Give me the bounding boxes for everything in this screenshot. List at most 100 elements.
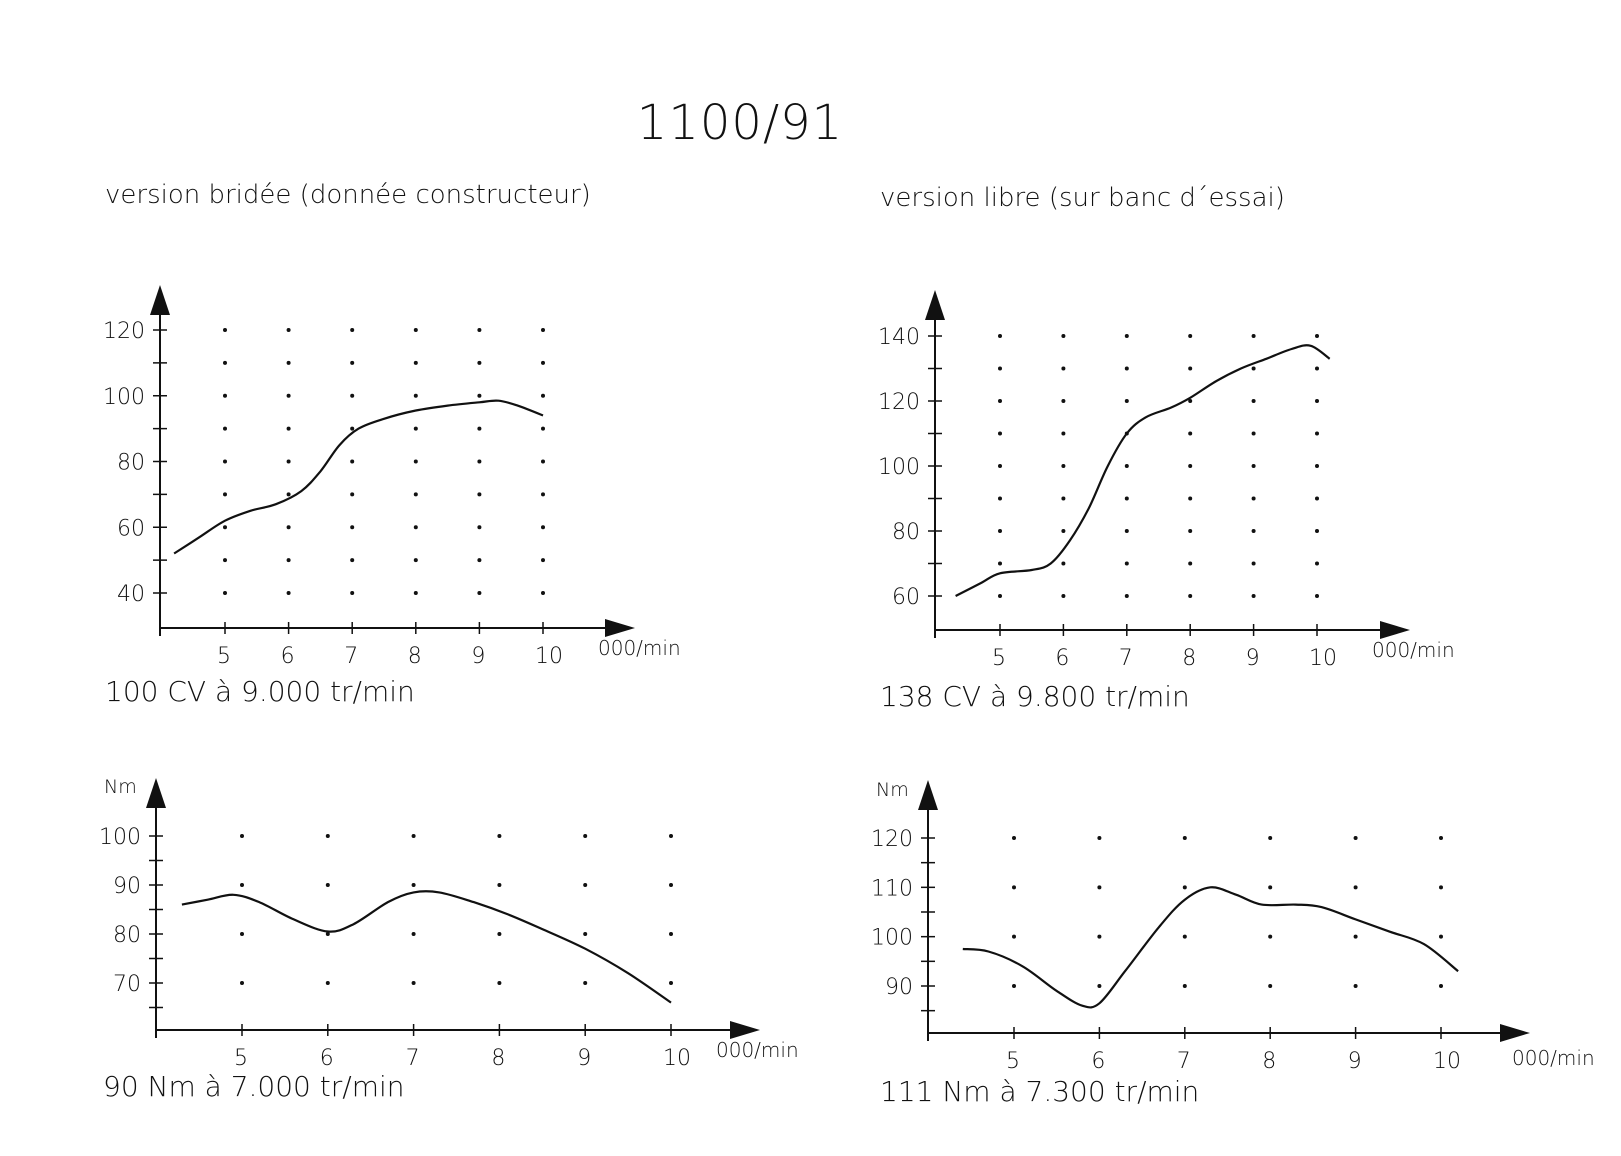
chart-1-grid-dot xyxy=(413,328,418,332)
chart-1-grid-dot xyxy=(223,525,227,530)
chart-2-x-tick-label: 5 xyxy=(992,646,1006,671)
chart-2-grid-dot xyxy=(1315,399,1319,403)
chart-2-grid-dot xyxy=(1315,334,1319,338)
chart-3-grid-dot xyxy=(497,883,502,887)
chart-2-grid-dot xyxy=(1315,529,1319,533)
chart-1-y-tick-label: 80 xyxy=(117,451,145,476)
chart-1-grid-dot xyxy=(286,492,291,497)
chart-2-grid-dot xyxy=(998,334,1002,338)
chart-2-grid-dot xyxy=(1124,334,1129,338)
chart-2-y-tick-label: 80 xyxy=(892,520,920,545)
chart-2-grid-dot xyxy=(1251,334,1256,338)
chart-2-grid-dot xyxy=(1061,594,1066,598)
chart-1-grid-dot xyxy=(350,393,355,398)
chart-3-grid-dot xyxy=(583,883,588,887)
chart-2-grid-dot xyxy=(1124,561,1129,566)
chart-1-grid-dot xyxy=(286,328,291,332)
chart-2-grid-dot xyxy=(1251,561,1256,566)
chart-1-grid-dot xyxy=(477,328,482,332)
chart-1-grid-dot xyxy=(477,360,482,365)
chart-1-grid-dot xyxy=(541,591,545,595)
chart-2-grid-dot xyxy=(1124,399,1129,403)
chart-3-y-arrow xyxy=(146,778,166,808)
chart-3-y-unit: Nm xyxy=(104,776,137,798)
chart-2-grid-dot xyxy=(1315,464,1319,468)
chart-3-grid-dot xyxy=(240,834,244,838)
chart-1-grid-dot xyxy=(541,360,545,365)
chart-3-y-tick-label: 70 xyxy=(113,972,141,997)
chart-3-x-tick-label: 8 xyxy=(491,1046,505,1071)
caption-power-restricted: 100 CV à 9.000 tr/min xyxy=(105,675,415,708)
chart-1-y-tick-label: 40 xyxy=(117,582,145,607)
chart-3-series-line xyxy=(181,890,672,1004)
chart-4-grid-dot xyxy=(1097,984,1102,988)
chart-4-y-tick-label: 90 xyxy=(885,975,913,1000)
chart-2-grid-dot xyxy=(1251,529,1256,533)
chart-2-grid-dot xyxy=(1061,464,1066,468)
chart-4-grid-dot xyxy=(1097,934,1102,939)
chart-1-grid-dot xyxy=(541,393,545,398)
chart-2-grid-dot xyxy=(1188,366,1193,371)
chart-2-grid-dot xyxy=(1251,594,1256,598)
chart-1-grid-dot xyxy=(541,328,545,332)
caption-torque-restricted: 90 Nm à 7.000 tr/min xyxy=(103,1070,405,1103)
chart-1-grid-dot xyxy=(477,591,482,595)
chart-3-x-tick-label: 5 xyxy=(234,1046,248,1071)
chart-2-grid-dot xyxy=(1061,561,1066,566)
chart-1-x-tick-label: 8 xyxy=(408,644,422,669)
chart-3-y-tick-label: 80 xyxy=(113,923,141,948)
chart-2-grid-dot xyxy=(998,594,1002,598)
chart-4-grid-dot xyxy=(1353,934,1358,939)
chart-2-x-tick-label: 10 xyxy=(1309,646,1337,671)
chart-1-grid-dot xyxy=(350,558,355,563)
chart-4-y-unit: Nm xyxy=(876,779,909,801)
chart-1-grid-dot xyxy=(413,492,418,497)
chart-4-grid-dot xyxy=(1182,836,1187,840)
chart-1-x-tick-label: 9 xyxy=(471,644,485,669)
chart-3-grid-dot xyxy=(411,932,416,936)
chart-2-x-tick-label: 8 xyxy=(1182,646,1196,671)
chart-3-grid-dot xyxy=(240,981,244,985)
chart-4-grid-dot xyxy=(1268,934,1273,939)
chart-4-grid-dot xyxy=(1439,934,1443,939)
chart-3-y-tick-label: 90 xyxy=(113,874,141,899)
chart-4-x-arrow xyxy=(1500,1024,1530,1042)
chart-4-grid-dot xyxy=(1268,836,1273,840)
chart-1-grid-dot xyxy=(223,393,227,398)
chart-2-grid-dot xyxy=(1061,496,1066,501)
chart-4-y-tick-label: 120 xyxy=(871,827,913,852)
chart-2-grid-dot xyxy=(1188,464,1193,468)
left-heading: version bridée (donnée constructeur) xyxy=(105,180,591,210)
chart-2-grid-dot xyxy=(1188,496,1193,501)
chart-2-grid-dot xyxy=(998,529,1002,533)
chart-2-grid-dot xyxy=(1315,594,1319,598)
chart-1-series-line xyxy=(173,399,544,555)
chart-1-grid-dot xyxy=(350,360,355,365)
chart-2-grid-dot xyxy=(1251,431,1256,436)
chart-2-grid-dot xyxy=(1251,464,1256,468)
chart-1-grid-dot xyxy=(223,492,227,497)
chart-1-grid-dot xyxy=(477,492,482,497)
chart-3-grid-dot xyxy=(669,981,673,985)
chart-4-grid-dot xyxy=(1353,984,1358,988)
chart-2-grid-dot xyxy=(1315,561,1319,566)
chart-1-grid-dot xyxy=(286,426,291,431)
chart-2-grid-dot xyxy=(1061,431,1066,436)
chart-3-grid-dot xyxy=(583,834,588,838)
chart-2-grid-dot xyxy=(1251,399,1256,403)
chart-1-grid-dot xyxy=(541,492,545,497)
chart-1-grid-dot xyxy=(350,591,355,595)
chart-2-y-tick-label: 120 xyxy=(878,390,920,415)
chart-1-grid-dot xyxy=(477,393,482,398)
chart-2-grid-dot xyxy=(1124,594,1129,598)
chart-1-grid-dot xyxy=(350,459,355,464)
chart-2-grid-dot xyxy=(1188,431,1193,436)
chart-4-grid-dot xyxy=(1439,885,1443,890)
chart-3-grid-dot xyxy=(325,932,330,936)
chart-2-grid-dot xyxy=(1315,431,1319,436)
chart-4-grid-dot xyxy=(1182,885,1187,890)
chart-4-y-tick-label: 110 xyxy=(871,876,913,901)
chart-4-grid-dot xyxy=(1268,984,1273,988)
chart-1-grid-dot xyxy=(413,360,418,365)
